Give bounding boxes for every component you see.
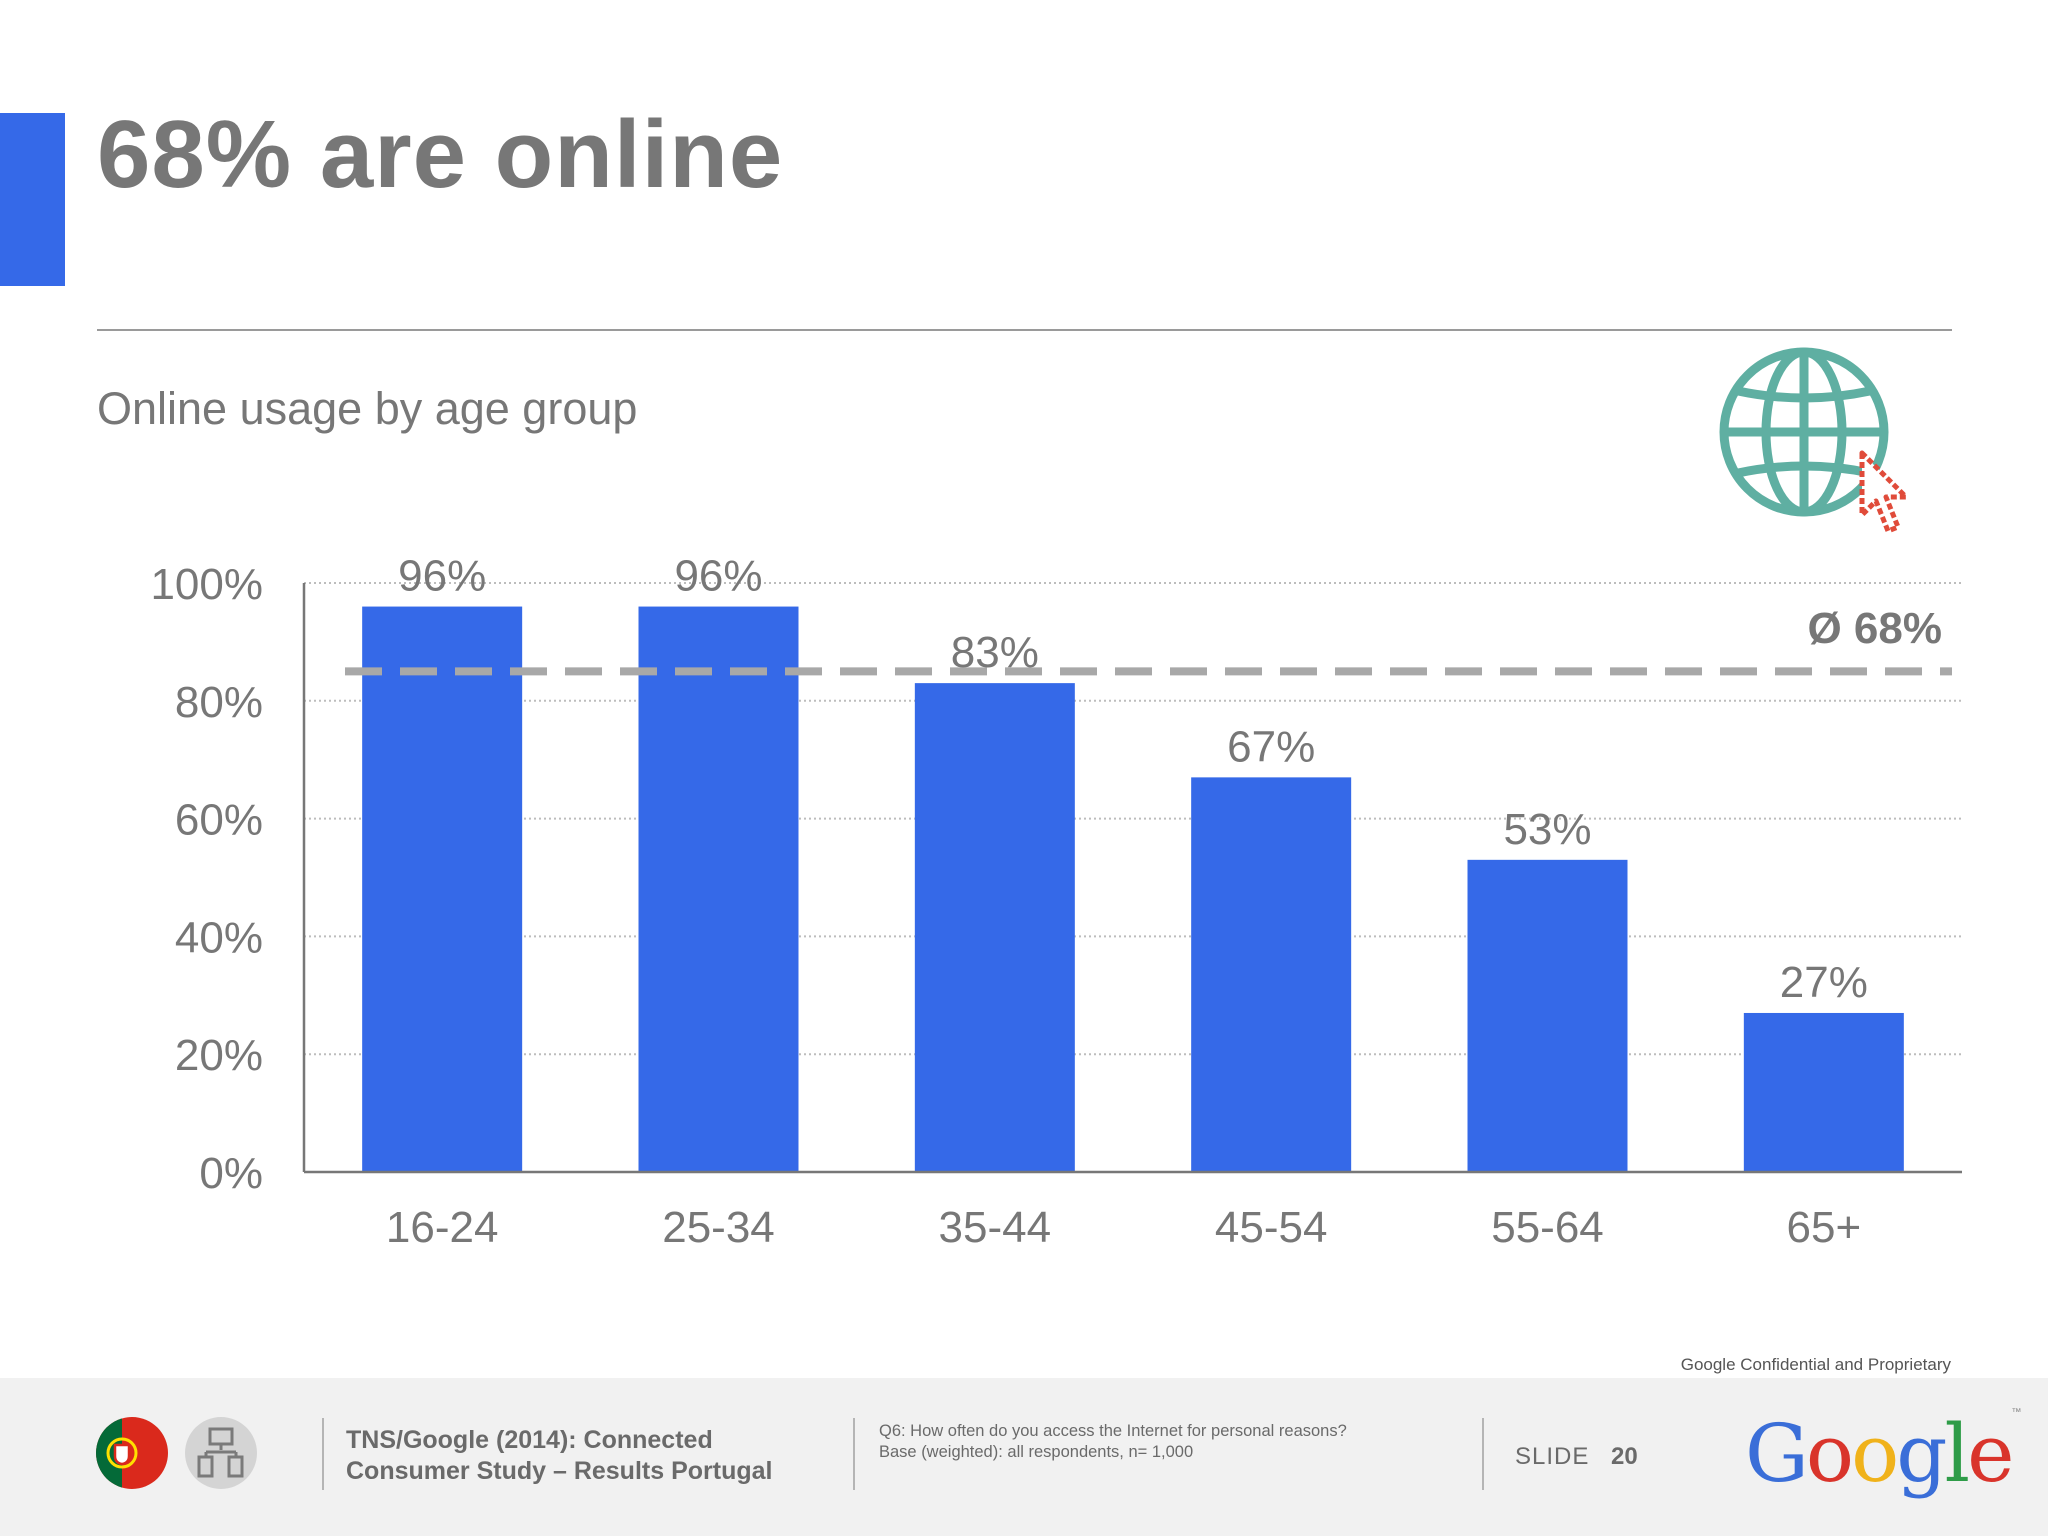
question-note: Q6: How often do you access the Internet… bbox=[879, 1421, 1347, 1463]
bar-value-label: 27% bbox=[1780, 958, 1868, 1007]
x-tick-label: 16-24 bbox=[386, 1203, 499, 1252]
bar-65+ bbox=[1743, 1012, 1904, 1172]
y-tick-label: 100% bbox=[150, 560, 263, 609]
globe-cursor-icon bbox=[1719, 347, 1909, 534]
footer-separator bbox=[853, 1418, 855, 1490]
source-line-1: TNS/Google (2014): Connected bbox=[346, 1426, 713, 1454]
logo-trademark: ™ bbox=[2011, 1407, 2022, 1418]
bar-value-label: 53% bbox=[1503, 805, 1591, 854]
slide-title: 68% are online bbox=[97, 101, 784, 208]
y-tick-label: 60% bbox=[175, 796, 263, 845]
x-tick-label: 25-34 bbox=[662, 1203, 775, 1252]
google-logo: Google™ bbox=[1745, 1407, 2021, 1500]
footer-bar bbox=[0, 1378, 2048, 1536]
chart-labels: 0%20%40%60%80%100% 96%16-2496%25-3483%35-… bbox=[150, 552, 1867, 1252]
footer-separator bbox=[1482, 1418, 1484, 1490]
bar-45-54 bbox=[1191, 777, 1352, 1172]
google-logo-text: Google bbox=[1745, 1407, 2014, 1500]
bar-25-34 bbox=[638, 606, 799, 1172]
chart-gridlines bbox=[304, 582, 1962, 1056]
chart-subtitle: Online usage by age group bbox=[97, 383, 638, 434]
confidential-note: Google Confidential and Proprietary bbox=[1680, 1355, 1951, 1374]
bar-value-label: 67% bbox=[1227, 722, 1315, 771]
average-reference-line: Ø 68% bbox=[345, 604, 1952, 676]
devices-icon bbox=[185, 1417, 257, 1489]
title-accent-bar bbox=[0, 113, 65, 286]
question-line-2: Base (weighted): all respondents, n= 1,0… bbox=[879, 1443, 1194, 1461]
chart-axes bbox=[302, 583, 1962, 1174]
question-line-1: Q6: How often do you access the Internet… bbox=[879, 1422, 1347, 1440]
bar-35-44 bbox=[914, 683, 1075, 1172]
source-citation: TNS/Google (2014): Connected Consumer St… bbox=[346, 1425, 772, 1487]
bar-value-label: 96% bbox=[674, 552, 762, 601]
x-tick-label: 45-54 bbox=[1215, 1203, 1328, 1252]
chart-bars bbox=[362, 606, 1904, 1172]
bar-value-label: 96% bbox=[398, 552, 486, 601]
bar-55-64 bbox=[1467, 859, 1628, 1172]
source-line-2: Consumer Study – Results Portugal bbox=[346, 1457, 773, 1485]
x-tick-label: 55-64 bbox=[1491, 1203, 1604, 1252]
y-tick-label: 0% bbox=[199, 1149, 263, 1198]
footer-separator bbox=[322, 1418, 324, 1490]
slide-label: SLIDE bbox=[1515, 1443, 1590, 1470]
average-label: Ø 68% bbox=[1807, 604, 1942, 653]
portugal-flag-icon bbox=[96, 1417, 168, 1489]
x-tick-label: 65+ bbox=[1787, 1203, 1862, 1252]
title-divider bbox=[97, 329, 1952, 331]
y-tick-label: 40% bbox=[175, 913, 263, 962]
slide-number: 20 bbox=[1611, 1443, 1638, 1470]
y-tick-label: 20% bbox=[175, 1031, 263, 1080]
x-tick-label: 35-44 bbox=[939, 1203, 1052, 1252]
bar-16-24 bbox=[362, 606, 523, 1172]
y-tick-label: 80% bbox=[175, 678, 263, 727]
